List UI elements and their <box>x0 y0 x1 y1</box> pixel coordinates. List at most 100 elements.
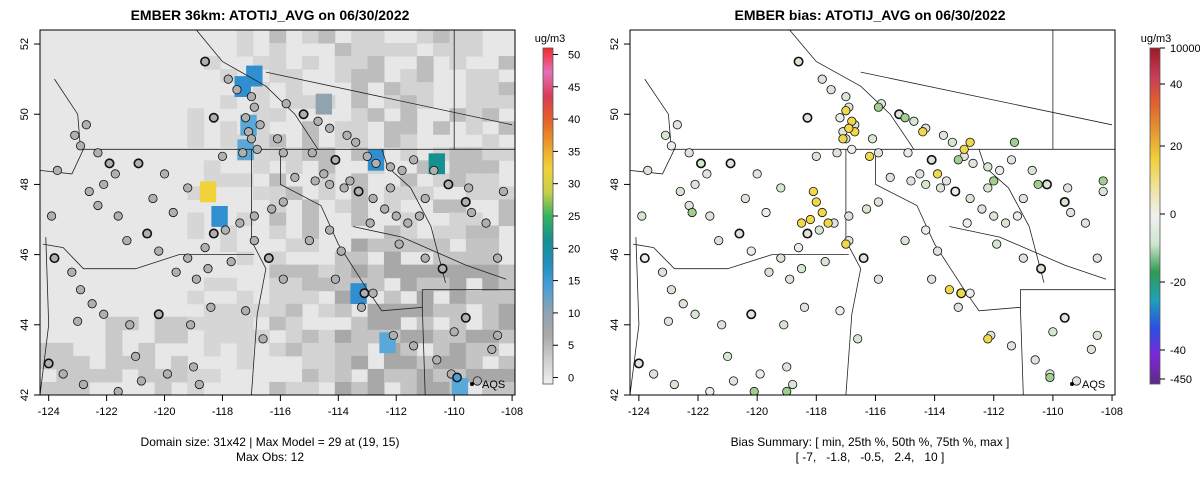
right-subcaption: [ -7, -1.8, -0.5, 2.4, 10 ] <box>796 450 945 464</box>
heatmap-cell <box>154 316 172 331</box>
heatmap-cell <box>383 355 401 370</box>
bias-marker <box>799 302 810 312</box>
heatmap-cell <box>383 303 401 318</box>
heatmap-cell <box>236 251 254 266</box>
boundary-line <box>632 243 849 270</box>
bias-marker-positive <box>918 127 928 137</box>
heatmap-cell <box>72 355 90 370</box>
site-marker <box>99 179 109 190</box>
bias-marker <box>835 113 845 123</box>
bias-marker <box>690 179 700 190</box>
site-marker <box>241 306 251 316</box>
site-marker <box>385 183 396 193</box>
right-colorbar-tick-label: 10000 <box>1170 43 1200 55</box>
heatmap-cell <box>203 368 221 383</box>
bias-marker <box>695 158 706 169</box>
heatmap-cell <box>482 186 500 200</box>
heatmap-cell <box>482 368 500 383</box>
heatmap-cell <box>285 147 303 161</box>
site-marker <box>104 158 115 169</box>
bias-marker <box>927 274 937 284</box>
heatmap-cell <box>498 82 515 96</box>
left-y-tick-label: 46 <box>19 248 31 260</box>
bias-marker <box>705 211 715 221</box>
boundary-line <box>279 149 426 395</box>
heatmap-cell <box>416 69 434 83</box>
heatmap-cell <box>89 368 107 383</box>
site-marker <box>290 172 300 183</box>
right-x-tick-label: -124 <box>628 406 650 418</box>
bias-marker-positive <box>983 334 993 344</box>
heatmap-cell <box>269 186 287 200</box>
bias-marker-positive <box>805 214 815 225</box>
heatmap-cell <box>302 290 319 305</box>
right-x-tick-label: -108 <box>1101 406 1123 418</box>
heatmap-cell <box>351 342 369 357</box>
heatmap-cell <box>449 355 467 370</box>
site-marker <box>246 92 257 102</box>
heatmap-hot-cell <box>451 377 469 395</box>
left-colorbar-tick-label: 50 <box>568 49 580 61</box>
heatmap-cell <box>416 290 434 305</box>
heatmap-cell <box>236 173 254 187</box>
left-x-tick-label: -108 <box>501 406 523 418</box>
heatmap-cell <box>400 108 418 122</box>
heatmap-cell <box>318 342 336 357</box>
left-site-markers <box>43 56 509 395</box>
site-marker <box>278 148 288 158</box>
heatmap-cell <box>367 316 385 331</box>
site-marker <box>84 186 94 197</box>
site-marker <box>81 120 91 130</box>
heatmap-cell <box>482 69 500 83</box>
heatmap-cell <box>351 108 369 122</box>
site-marker <box>162 369 173 379</box>
bias-marker <box>1066 207 1076 218</box>
site-marker <box>493 330 503 340</box>
heatmap-cell <box>498 56 515 70</box>
heatmap-cell <box>318 186 336 200</box>
heatmap-cell <box>482 108 500 122</box>
heatmap-cell <box>171 355 188 370</box>
heatmap-cell <box>416 355 434 370</box>
heatmap-cell <box>465 355 483 370</box>
heatmap-cell <box>400 173 418 187</box>
boundary-line <box>421 289 515 308</box>
colorbar-fill <box>543 48 553 384</box>
heatmap-cell <box>40 342 57 357</box>
heatmap-cell <box>334 56 352 70</box>
heatmap-cell <box>203 316 221 331</box>
heatmap-cell <box>220 303 238 318</box>
site-marker <box>153 309 164 320</box>
heatmap-cell <box>416 316 434 331</box>
heatmap-cell <box>302 225 319 240</box>
site-marker <box>409 155 419 165</box>
heatmap-cell <box>318 303 336 318</box>
heatmap-cell <box>269 56 287 70</box>
left-x-tick-label: -114 <box>328 406 349 418</box>
site-marker <box>325 123 335 133</box>
right-y-tick-label: 42 <box>609 389 621 401</box>
site-marker <box>263 253 274 264</box>
heatmap-cell <box>351 251 369 266</box>
bias-marker-negative <box>1033 179 1043 190</box>
bias-marker <box>761 207 771 218</box>
heatmap-cell <box>400 264 418 279</box>
heatmap-cell <box>383 290 401 305</box>
heatmap-cell <box>220 95 238 109</box>
site-marker <box>362 151 372 161</box>
bias-marker <box>921 225 931 235</box>
bias-marker <box>1012 211 1023 221</box>
heatmap-cell <box>400 95 418 109</box>
heatmap-cell <box>482 381 500 395</box>
heatmap-cell <box>367 69 385 83</box>
heatmap-cell <box>105 329 123 344</box>
site-marker <box>313 116 323 126</box>
left-legend-aqs: AQS <box>482 379 505 391</box>
heatmap-cell <box>302 264 319 279</box>
heatmap-cell <box>285 160 303 174</box>
bias-marker <box>1027 165 1037 175</box>
site-marker <box>183 183 193 193</box>
heatmap-cell <box>220 277 238 292</box>
heatmap-cell <box>318 264 336 279</box>
heatmap-cell <box>236 43 254 57</box>
